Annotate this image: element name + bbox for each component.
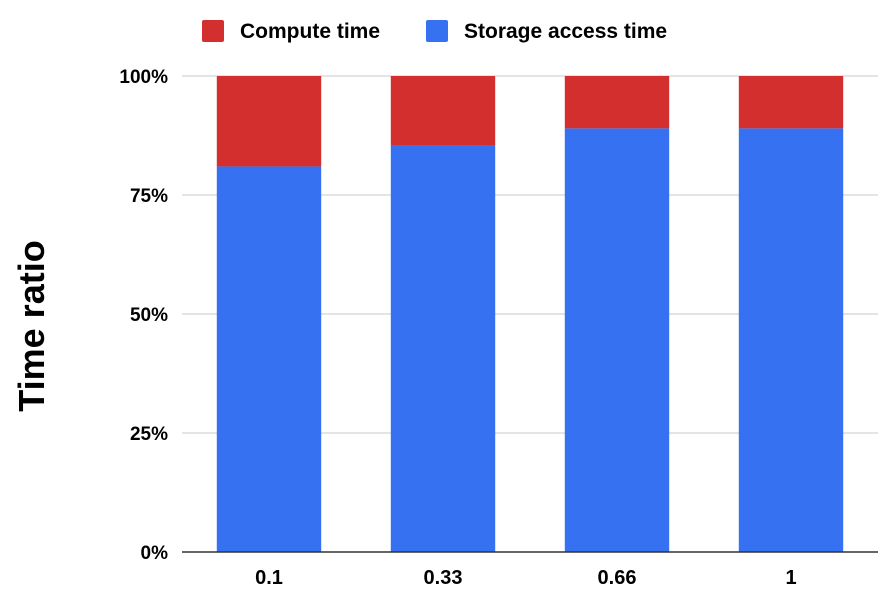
bars (216, 76, 844, 553)
y-axis-title: Time ratio (11, 240, 52, 411)
bar-storage-access-time (390, 145, 496, 552)
y-tick-label: 100% (119, 67, 168, 88)
bar-compute-time (390, 76, 496, 146)
bar-storage-access-time (564, 128, 670, 553)
legend-swatch (426, 20, 448, 42)
x-tick-label: 0.1 (255, 567, 283, 589)
bar-storage-access-time (216, 166, 322, 552)
bar-compute-time (564, 76, 670, 129)
legend: Compute time Storage access time (202, 20, 667, 43)
y-tick-label: 50% (130, 305, 168, 326)
bar-storage-access-time (738, 128, 844, 553)
legend-label: Storage access time (464, 20, 667, 43)
axes: 0% 25% 50% 75% 100% 0.1 0.33 0.66 1 (119, 67, 878, 589)
bar-compute-time (738, 76, 844, 129)
y-tick-label: 25% (130, 424, 168, 445)
x-tick-label: 0.66 (598, 567, 637, 589)
legend-label: Compute time (240, 20, 380, 43)
x-tick-label: 1 (785, 567, 796, 589)
legend-swatch (202, 20, 224, 42)
y-tick-label: 0% (141, 543, 169, 564)
bar-compute-time (216, 76, 322, 167)
y-tick-label: 75% (130, 186, 168, 207)
x-tick-label: 0.33 (424, 567, 463, 589)
